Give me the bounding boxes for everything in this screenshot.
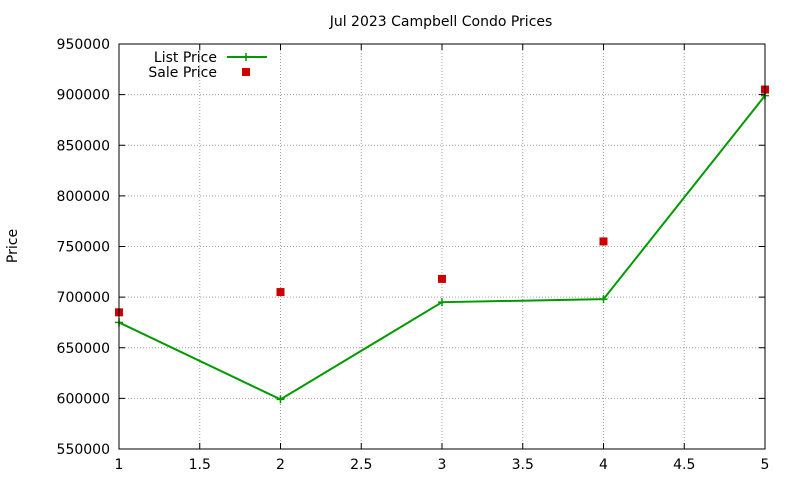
y-tick-label: 750000 — [57, 240, 110, 256]
y-tick-label: 550000 — [57, 442, 110, 458]
grid-layer — [119, 44, 765, 449]
tick-layer: 1 1.5 2 2.5 3 3.5 4 4.5 5 550000 600000 650000 70000… — [57, 37, 770, 473]
list-price-point — [276, 395, 285, 404]
x-tick-label: 2 — [276, 457, 285, 473]
x-tick-label: 3.5 — [512, 457, 534, 473]
legend-plus-marker — [242, 53, 250, 61]
y-axis-label: Price — [5, 229, 21, 263]
x-tick-label: 4 — [599, 457, 608, 473]
legend-square-marker — [242, 68, 250, 76]
x-tick-label: 3 — [438, 457, 447, 473]
x-tick-label: 2.5 — [350, 457, 372, 473]
legend-label: Sale Price — [148, 65, 217, 81]
x-tick-label: 5 — [761, 457, 770, 473]
y-tick-label: 600000 — [57, 391, 110, 407]
list-price-point — [438, 298, 446, 307]
y-tick-label: 850000 — [57, 138, 110, 154]
x-tick-label: 1.5 — [189, 457, 211, 473]
y-tick-label: 800000 — [57, 189, 110, 205]
y-tick-label: 650000 — [57, 341, 110, 357]
chart-title: Jul 2023 Campbell Condo Prices — [329, 14, 553, 30]
sale-price-point — [438, 274, 446, 283]
series-layer — [115, 85, 769, 404]
y-tick-label: 700000 — [57, 290, 110, 306]
y-tick-label: 900000 — [57, 88, 110, 104]
y-tick-label: 950000 — [57, 37, 110, 53]
x-tick-label: 4.5 — [673, 457, 695, 473]
list-price-point — [599, 295, 608, 304]
legend-label: List Price — [154, 50, 217, 66]
sale-price-point — [276, 288, 285, 297]
sale-price-point — [599, 237, 608, 246]
x-tick-label: 1 — [115, 457, 124, 473]
